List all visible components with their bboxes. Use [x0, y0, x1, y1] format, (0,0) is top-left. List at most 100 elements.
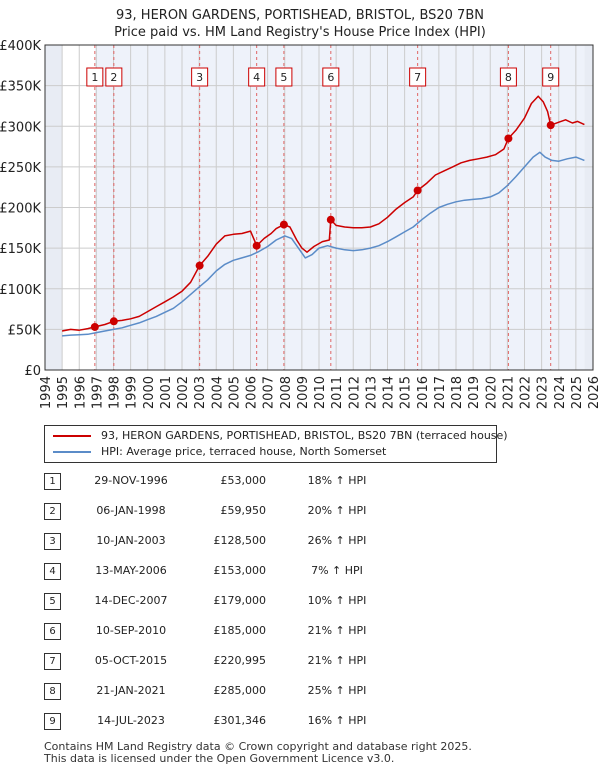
x-tick-label: 1995 [56, 376, 71, 409]
x-tick-label: 2019 [467, 376, 482, 409]
x-tick-label: 2002 [176, 376, 191, 409]
sale-number-box [542, 67, 560, 87]
sale-price: £59,950 [220, 504, 267, 517]
sale-date: 21-JAN-2021 [96, 684, 166, 697]
sale-number: 2 [44, 503, 61, 520]
sale-price: £285,000 [213, 684, 267, 697]
x-tick-label: 2007 [262, 376, 277, 409]
sale-number-label: 3 [196, 71, 203, 84]
table-row: 6 10-SEP-2010 £185,000 21% ↑ HPI [0, 620, 600, 642]
table-row: 4 13-MAY-2006 £153,000 7% ↑ HPI [0, 560, 600, 582]
sale-number-box [499, 67, 517, 87]
x-tick-label: 2018 [450, 376, 465, 409]
sale-point [546, 121, 555, 130]
sale-number-box [191, 67, 209, 87]
sale-number: 6 [44, 623, 61, 640]
legend-label-hpi: HPI: Average price, terraced house, Nort… [101, 445, 387, 458]
x-tick-label: 2026 [587, 376, 600, 409]
sale-number-label: 5 [280, 71, 287, 84]
x-tick-label: 2015 [399, 376, 414, 409]
sale-number-box [322, 67, 340, 87]
sale-hpi: 18% ↑ HPI [307, 474, 367, 487]
x-tick-label: 2022 [519, 376, 534, 409]
table-row: 3 10-JAN-2003 £128,500 26% ↑ HPI [0, 530, 600, 552]
x-tick-label: 2013 [364, 376, 379, 409]
sale-point [109, 317, 118, 326]
sale-number-label: 4 [253, 71, 260, 84]
sale-number-label: 9 [547, 71, 554, 84]
y-tick-label: £350K [0, 80, 41, 95]
table-row: 2 06-JAN-1998 £59,950 20% ↑ HPI [0, 500, 600, 522]
sale-number: 3 [44, 533, 61, 550]
x-tick-label: 2017 [433, 376, 448, 409]
sale-number: 4 [44, 563, 61, 580]
table-row: 1 29-NOV-1996 £53,000 18% ↑ HPI [0, 470, 600, 492]
table-row: 9 14-JUL-2023 £301,346 16% ↑ HPI [0, 710, 600, 732]
sale-point [413, 186, 422, 195]
x-tick-label: 1996 [73, 376, 88, 409]
sale-price: £220,995 [213, 654, 267, 667]
x-tick-label: 1999 [125, 376, 140, 409]
sale-hpi: 10% ↑ HPI [307, 594, 367, 607]
sale-date: 13-MAY-2006 [95, 564, 167, 577]
sale-price: £153,000 [213, 564, 267, 577]
sale-point [279, 220, 288, 229]
sale-price: £128,500 [213, 534, 267, 547]
x-tick-label: 2005 [227, 376, 242, 409]
footer-copyright: Contains HM Land Registry data © Crown c… [44, 740, 472, 753]
y-tick-label: £50K [8, 323, 42, 338]
hpi-line [62, 151, 585, 337]
sale-date: 05-OCT-2015 [94, 654, 168, 667]
x-tick-label: 2021 [501, 376, 516, 409]
sale-price: £179,000 [213, 594, 267, 607]
x-tick-label: 2003 [193, 376, 208, 409]
sale-number: 9 [44, 713, 61, 730]
table-row: 5 14-DEC-2007 £179,000 10% ↑ HPI [0, 590, 600, 612]
sale-hpi: 16% ↑ HPI [307, 714, 367, 727]
x-tick-label: 2000 [142, 376, 157, 409]
legend-swatch-property [53, 435, 91, 437]
sale-date: 10-JAN-2003 [96, 534, 166, 547]
sale-point [326, 215, 335, 224]
sale-number-label: 2 [110, 71, 117, 84]
sale-hpi: 21% ↑ HPI [307, 624, 367, 637]
x-tick-label: 2011 [330, 376, 345, 409]
x-tick-label: 2004 [210, 376, 225, 409]
x-tick-label: 2008 [279, 376, 294, 409]
y-tick-label: £0 [24, 364, 41, 379]
x-tick-label: 2012 [347, 376, 362, 409]
sale-number-label: 7 [414, 71, 421, 84]
y-tick-label: £200K [0, 202, 41, 217]
sale-date: 14-DEC-2007 [94, 594, 168, 607]
sale-point [252, 241, 261, 250]
x-tick-label: 2014 [382, 376, 397, 409]
sale-date: 10-SEP-2010 [95, 624, 167, 637]
sale-hpi: 7% ↑ HPI [311, 564, 363, 577]
x-tick-label: 2001 [159, 376, 174, 409]
chart-title: 93, HERON GARDENS, PORTISHEAD, BRISTOL, … [116, 8, 484, 23]
sale-price: £53,000 [220, 474, 267, 487]
sale-hpi: 20% ↑ HPI [307, 504, 367, 517]
legend-swatch-hpi [53, 451, 91, 453]
sale-number: 1 [44, 473, 61, 490]
x-tick-label: 1994 [39, 376, 54, 409]
sale-point [504, 134, 513, 143]
sale-number-box [248, 67, 266, 87]
legend-label-property: 93, HERON GARDENS, PORTISHEAD, BRISTOL, … [101, 429, 508, 442]
sale-date: 14-JUL-2023 [97, 714, 165, 727]
sale-point [195, 261, 204, 270]
x-tick-label: 1998 [108, 376, 123, 409]
y-tick-label: £250K [0, 161, 41, 176]
sale-number: 5 [44, 593, 61, 610]
legend: 93, HERON GARDENS, PORTISHEAD, BRISTOL, … [44, 425, 508, 463]
sale-number: 8 [44, 683, 61, 700]
y-tick-label: £300K [0, 120, 41, 135]
y-tick-label: £150K [0, 242, 41, 257]
y-tick-label: £100K [0, 283, 41, 298]
sale-price: £301,346 [213, 714, 267, 727]
sale-number-label: 1 [91, 71, 98, 84]
y-tick-label: £400K [0, 39, 41, 54]
x-tick-label: 2009 [296, 376, 311, 409]
sale-hpi: 25% ↑ HPI [307, 684, 367, 697]
